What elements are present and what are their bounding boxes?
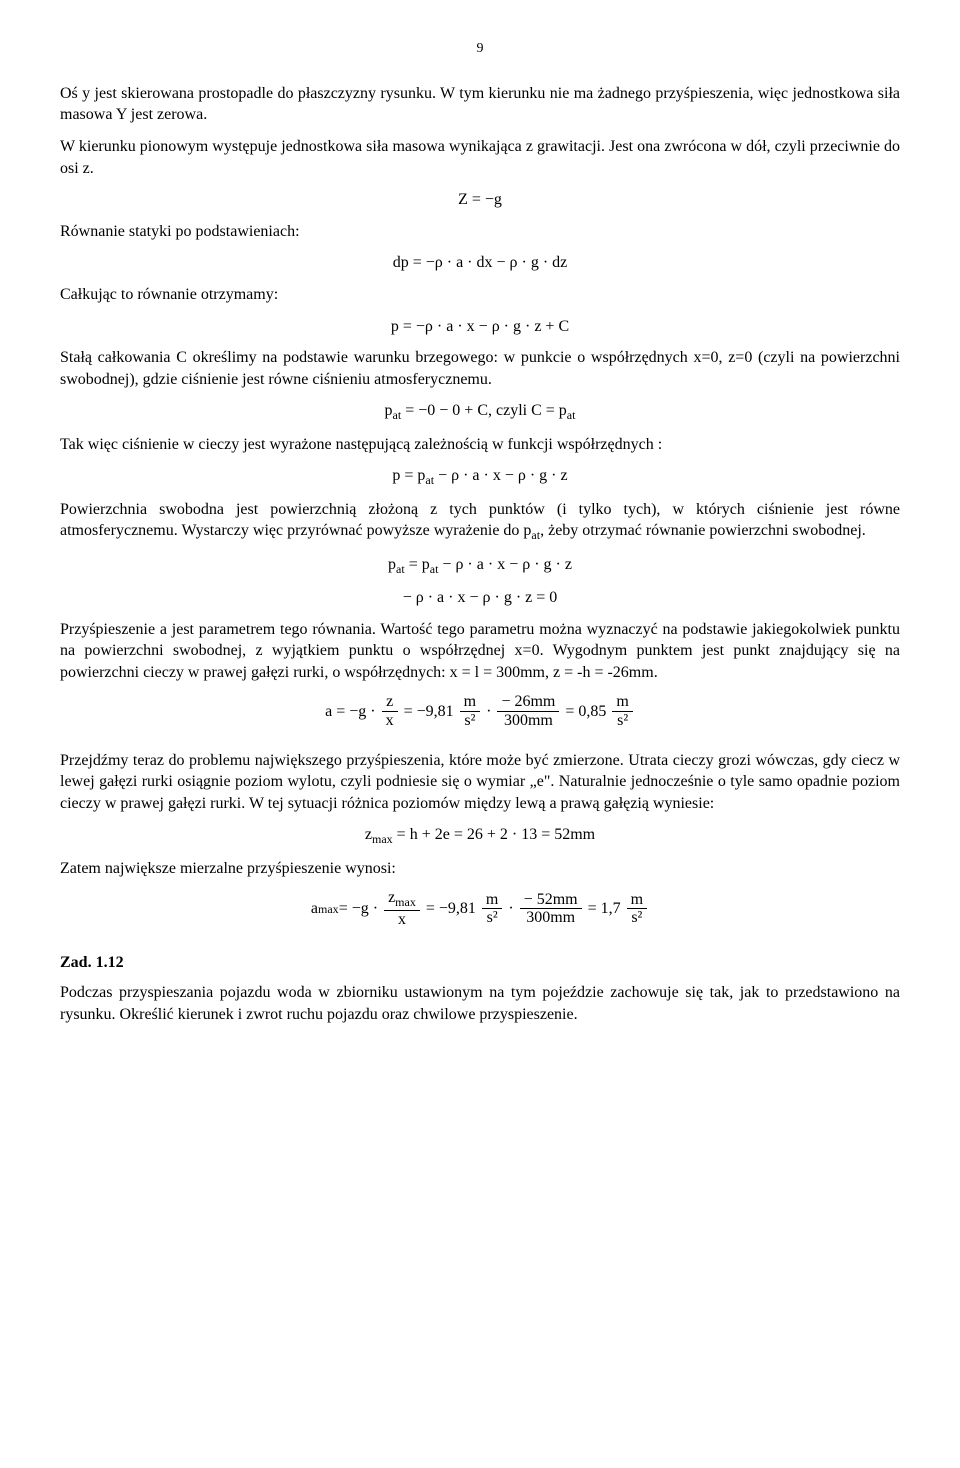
eq-text: = p — [405, 556, 430, 573]
paragraph: Powierzchnia swobodna jest powierzchnią … — [60, 499, 900, 544]
numerator: zmax — [384, 889, 420, 910]
eq-text: = −9,81 — [426, 898, 476, 920]
paragraph: Podczas przyspieszania pojazdu woda w zb… — [60, 982, 900, 1025]
subscript: at — [567, 409, 576, 423]
subscript: at — [396, 562, 405, 576]
subscript: at — [531, 529, 540, 543]
denominator: s² — [612, 712, 632, 730]
paragraph: Zatem największe mierzalne przyśpieszeni… — [60, 858, 900, 880]
numerator: m — [460, 693, 480, 712]
denominator: x — [384, 911, 420, 929]
fraction: m s² — [627, 891, 647, 927]
eq-text: a — [311, 898, 318, 920]
eq-text: p = p — [392, 467, 425, 484]
fraction: m s² — [612, 693, 632, 729]
equation: amax = −g · zmax x = −9,81 m s² · − 52mm… — [60, 889, 900, 928]
paragraph: Przejdźmy teraz do problemu największego… — [60, 750, 900, 815]
paragraph: Stałą całkowania C określimy na podstawi… — [60, 347, 900, 390]
numerator: m — [627, 891, 647, 910]
fraction: zmax x — [384, 889, 420, 928]
eq-text: − ρ · a · x − ρ · g · z — [434, 467, 568, 484]
eq-text: = −0 − 0 + C, czyli C = p — [401, 402, 567, 419]
eq-text: = 0,85 — [565, 701, 606, 723]
equation: p = pat − ρ · a · x − ρ · g · z — [60, 465, 900, 488]
fraction: m s² — [482, 891, 502, 927]
denominator: s² — [460, 712, 480, 730]
subscript: at — [393, 409, 402, 423]
paragraph: Oś y jest skierowana prostopadle do płas… — [60, 83, 900, 126]
subscript: at — [425, 474, 434, 488]
paragraph: Tak więc ciśnienie w cieczy jest wyrażon… — [60, 434, 900, 456]
denominator: 300mm — [520, 909, 582, 927]
eq-text: a = −g · — [325, 701, 375, 723]
eq-text: = h + 2e = 26 + 2 · 13 = 52mm — [393, 826, 595, 843]
denominator: x — [382, 712, 398, 730]
eq-text: = −g · — [339, 898, 378, 920]
subscript: max — [395, 896, 416, 910]
equation: zmax = h + 2e = 26 + 2 · 13 = 52mm — [60, 824, 900, 847]
numerator: − 26mm — [497, 693, 559, 712]
equation: pat = −0 − 0 + C, czyli C = pat — [60, 400, 900, 423]
equation: dp = −ρ · a · dx − ρ · g · dz — [60, 252, 900, 274]
paragraph: W kierunku pionowym występuje jednostkow… — [60, 136, 900, 179]
eq-text: · — [508, 898, 513, 920]
denominator: 300mm — [497, 712, 559, 730]
numerator: − 52mm — [520, 891, 582, 910]
subscript: max — [372, 833, 393, 847]
fraction: − 52mm 300mm — [520, 891, 582, 927]
equation: p = −ρ · a · x − ρ · g · z + C — [60, 316, 900, 338]
fraction: m s² — [460, 693, 480, 729]
fraction: z x — [382, 693, 398, 729]
paragraph: Przyśpieszenie a jest parametrem tego ró… — [60, 619, 900, 684]
page-number: 9 — [60, 40, 900, 59]
equation: Z = −g — [60, 189, 900, 211]
eq-text: = 1,7 — [588, 898, 621, 920]
denominator: s² — [482, 909, 502, 927]
eq-text: p — [385, 402, 393, 419]
equation: pat = pat − ρ · a · x − ρ · g · z — [60, 554, 900, 577]
subscript: max — [318, 901, 339, 917]
equation: a = −g · z x = −9,81 m s² · − 26mm 300mm… — [60, 693, 900, 729]
eq-text: z — [365, 826, 372, 843]
paragraph: Równanie statyki po podstawieniach: — [60, 221, 900, 243]
eq-text: p — [388, 556, 396, 573]
numerator: m — [482, 891, 502, 910]
numerator: z — [382, 693, 398, 712]
denominator: s² — [627, 909, 647, 927]
para-text: , żeby otrzymać równanie powierzchni swo… — [540, 522, 866, 539]
eq-text: = −9,81 — [404, 701, 454, 723]
fraction: − 26mm 300mm — [497, 693, 559, 729]
equation: − ρ · a · x − ρ · g · z = 0 — [60, 587, 900, 609]
exercise-heading: Zad. 1.12 — [60, 952, 900, 974]
paragraph: Całkując to równanie otrzymamy: — [60, 284, 900, 306]
eq-text: · — [486, 701, 491, 723]
numerator: m — [612, 693, 632, 712]
eq-text: − ρ · a · x − ρ · g · z — [438, 556, 572, 573]
